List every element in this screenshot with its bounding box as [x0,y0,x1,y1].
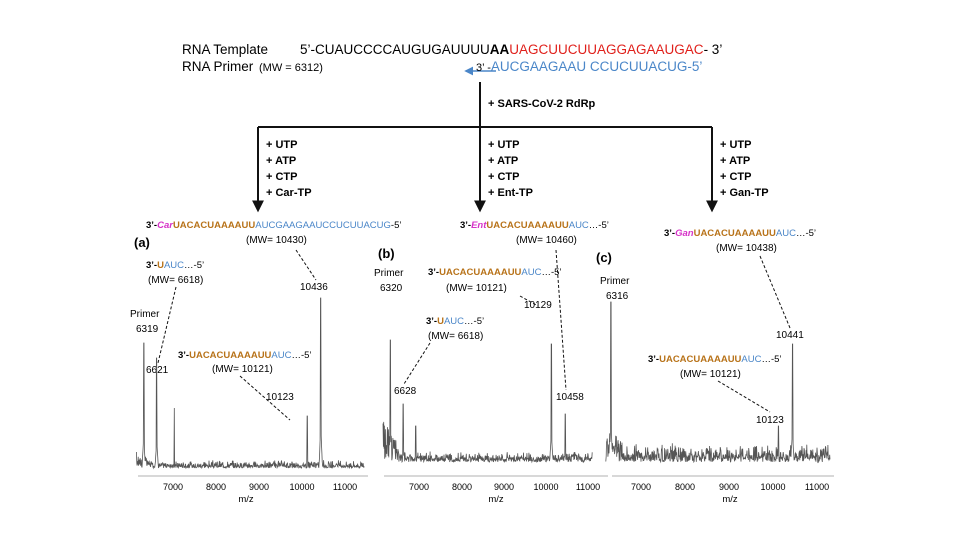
annotation-2-mw: (MW= 10121) [212,364,273,375]
x-tick: 11000 [576,482,600,492]
primer-sequence: 3’ -AUCGAAGAAU CCUCUUACUG-5’ [476,59,702,74]
primer-peak-value: 6319 [136,324,159,335]
x-tick: 9000 [249,482,269,492]
annotation-1-seq: 3’-UAUC…-5’ [146,260,204,271]
reagent: + Gan-TP [720,187,769,199]
x-ticks: 7000 8000 9000 10000 11000 [631,482,829,492]
x-axis-label: m/z [722,494,738,505]
peak-label-p2: 10123 [756,415,784,426]
panel-letter: (b) [378,246,395,261]
annotation-1-mw: (MW= 6618) [148,275,203,286]
reagent: + Ent-TP [488,187,533,199]
reagent: + UTP [720,139,751,151]
annotation-1-seq: 3’-UAUC…-5’ [426,316,484,327]
mass-spectrum-trace [605,301,831,464]
peak-label-p3: 10458 [556,392,584,403]
x-ticks: 7000 8000 9000 10000 11000 [409,482,600,492]
product-mw: (MW= 10438) [716,243,777,254]
x-tick: 10000 [533,482,558,492]
primer-mw: (MW = 6312) [259,62,323,74]
product-sequence: 3’-CarUACACUAAAAUUAUCGAAGAAUCCUCUUACUG-5… [146,220,401,231]
peak-label-p3: 10436 [300,282,328,293]
product-mw: (MW= 10430) [246,235,307,246]
product-mw: (MW= 10460) [516,235,577,246]
annotation-2-mw: (MW= 10121) [680,369,741,380]
annotation-2-seq: 3’-UACACUAAAAUUAUC…-5’ [178,350,312,361]
x-tick: 7000 [163,482,183,492]
x-tick: 7000 [631,482,651,492]
primer-peak-label: Primer [130,309,160,320]
x-tick: 8000 [206,482,226,492]
enzyme-label: + SARS-CoV-2 RdRp [488,98,596,110]
reagent: + ATP [266,155,296,167]
annotation-2-seq: 3’-UACACUAAAAUUAUC…-5’ [428,267,562,278]
primer-peak-value: 6316 [606,291,629,302]
x-tick: 10000 [760,482,785,492]
reagent: + Car-TP [266,187,312,199]
panel-a: 3’-CarUACACUAAAAUUAUCGAAGAAUCCUCUUACUG-5… [130,220,401,505]
x-tick: 7000 [409,482,429,492]
reagents-a: + UTP + ATP + CTP + Car-TP [266,139,312,199]
mass-spectrum-trace [382,339,593,464]
primer-peak-label: Primer [374,268,404,279]
reagents-b: + UTP + ATP + CTP + Ent-TP [488,139,533,199]
primer-label: RNA Primer [182,59,254,74]
primer-peak-value: 6320 [380,283,403,294]
x-tick: 11000 [805,482,829,492]
x-tick: 9000 [494,482,514,492]
reaction-flow [252,82,718,213]
x-ticks: 7000 8000 9000 10000 11000 [163,482,357,492]
x-axis-label: m/z [488,494,504,505]
peak-label-p1: 6628 [394,386,417,397]
panel-letter: (c) [596,250,612,265]
annotation-2-seq: 3’-UACACUAAAAUUAUC…-5’ [648,354,782,365]
primer-peak-label: Primer [600,276,630,287]
reagent: + UTP [488,139,519,151]
template-sequence: 5’-CUAUCCCCAUGUGAUUUUAAUAGCUUCUUAGGAGAAU… [300,42,722,57]
reagent: + ATP [720,155,750,167]
reagent: + ATP [488,155,518,167]
reagents-c: + UTP + ATP + CTP + Gan-TP [720,139,769,199]
leader-lines [403,249,567,391]
reagent: + CTP [488,171,519,183]
reagent: + UTP [266,139,297,151]
reagent: + CTP [720,171,751,183]
product-sequence: 3’-GanUACACUAAAAUUAUC…-5’ [664,228,816,239]
template-label: RNA Template [182,42,268,57]
x-tick: 11000 [333,482,357,492]
panel-c: 3’-GanUACACUAAAAUUAUC…-5’ (MW= 10438) (c… [596,228,834,505]
peak-label-p2: 10123 [266,392,294,403]
annotation-2-mw: (MW= 10121) [446,283,507,294]
annotation-1-mw: (MW= 6618) [428,331,483,342]
x-tick: 9000 [719,482,739,492]
x-tick: 10000 [289,482,314,492]
x-axis-label: m/z [238,494,254,505]
panel-b: 3’-EntUACACUAAAAUUAUC…-5’ (MW= 10460) (b… [374,220,609,505]
reagent: + CTP [266,171,297,183]
x-tick: 8000 [452,482,472,492]
mass-spectrum-trace [136,297,365,470]
leader-lines [717,255,791,413]
product-sequence: 3’-EntUACACUAAAAUUAUC…-5’ [460,220,609,231]
leader-lines [157,249,317,421]
x-tick: 8000 [675,482,695,492]
panel-letter: (a) [134,235,150,250]
peak-label-p3: 10441 [776,330,804,341]
peak-label-p1: 6621 [146,365,169,376]
